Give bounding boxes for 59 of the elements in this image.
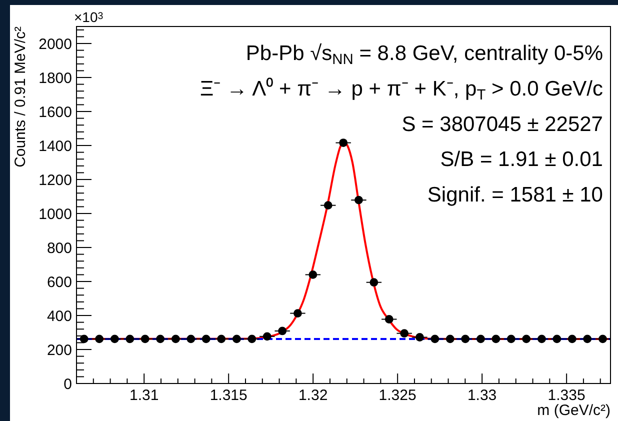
point (476, 334, 485, 344)
x-axis-title: m (GeV/c²) (537, 402, 610, 419)
x-tick-label: 1.31 (129, 387, 159, 404)
point (538, 334, 546, 344)
point (339, 138, 348, 147)
point (598, 334, 607, 344)
point (186, 334, 196, 344)
x-tick-label: 1.33 (467, 387, 497, 404)
point (430, 334, 440, 344)
point (126, 334, 134, 344)
y-tick-label: 1600 (38, 104, 72, 121)
point (202, 334, 210, 344)
point (583, 334, 592, 344)
y-tick-label: 200 (46, 342, 72, 359)
x-tick-label: 1.335 (548, 387, 586, 404)
point (294, 309, 302, 318)
point (171, 334, 180, 344)
point (262, 332, 272, 341)
point (384, 315, 394, 324)
point (354, 196, 363, 204)
annotation: Signif. = 1581 ± 10 (427, 184, 603, 207)
point (232, 334, 241, 344)
y-tick-label: 1000 (38, 206, 72, 223)
point (400, 329, 409, 338)
y-tick-label: 600 (46, 274, 72, 291)
point (370, 278, 378, 287)
x-tick-label: 1.325 (378, 387, 416, 404)
y-tick-label: 800 (46, 240, 72, 257)
point (446, 334, 454, 344)
x-tick-label: 1.315 (210, 387, 248, 404)
y-tick-label: 1200 (38, 172, 72, 189)
y-axis-title: Counts / 0.91 MeV/c² (12, 26, 29, 168)
point (416, 333, 424, 342)
y-tick-label: 0 (64, 376, 72, 393)
point (278, 326, 287, 336)
annotation: Pb-Pb √s$_{NN}$ = 8.8 GeV, centrality 0-5% (246, 42, 603, 68)
point (156, 334, 165, 344)
y-tick-label: 400 (46, 308, 72, 325)
point (140, 334, 150, 344)
annotation: Ξ⁻ → Λ⁰ + π⁻ → p + π⁻ + K⁻, p$_{T}$ > 0.0 GeV/c (200, 77, 603, 104)
point (568, 334, 576, 344)
y-tick-label: 2000 (38, 36, 72, 53)
y-tick-label: 1800 (38, 70, 72, 87)
point (506, 334, 516, 344)
point (110, 334, 119, 344)
annotation: S/B = 1.91 ± 0.01 (440, 148, 603, 172)
point (248, 334, 256, 344)
point (552, 334, 562, 344)
text: ×10$^{3}$ (74, 9, 104, 25)
point (522, 334, 531, 344)
point (308, 270, 318, 279)
x-tick-label: 1.32 (298, 387, 328, 404)
y-tick-label: 1400 (38, 138, 72, 155)
point (95, 334, 104, 344)
point (461, 334, 470, 344)
annotation: S = 3807045 ± 22527 (402, 112, 603, 136)
point (324, 201, 332, 210)
point (492, 334, 500, 344)
point (217, 334, 226, 344)
